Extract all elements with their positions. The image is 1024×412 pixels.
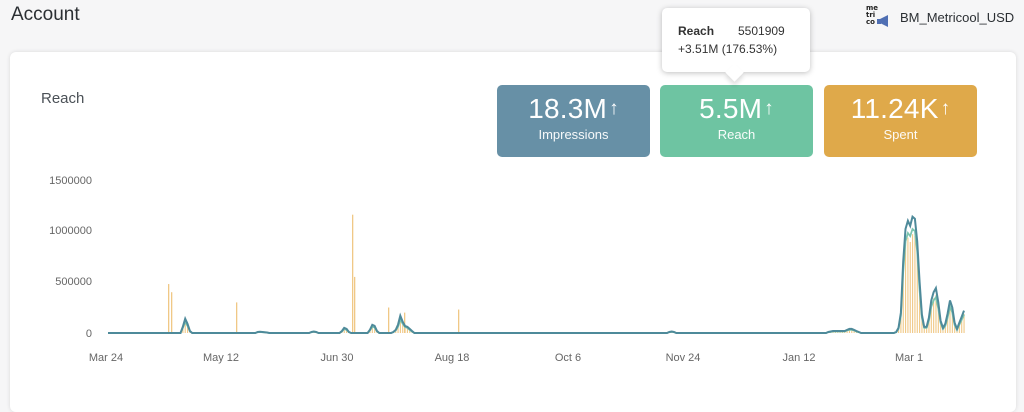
- x-tick-label: Nov 24: [666, 352, 701, 364]
- bar: [458, 310, 459, 333]
- reach-chart[interactable]: 1500000 1000000 500000 0 Mar 24 May 12 Jun 30 A…: [0, 0, 1024, 401]
- x-tick-label: Mar 24: [89, 352, 123, 364]
- bar: [388, 308, 389, 334]
- bar: [236, 302, 237, 333]
- bar: [354, 277, 355, 333]
- y-tick-label: 500000: [55, 276, 92, 288]
- bar: [907, 238, 908, 333]
- y-tick-label: 1000000: [49, 225, 92, 237]
- y-tick-label: 0: [86, 328, 92, 340]
- x-tick-label: Oct 6: [555, 352, 581, 364]
- bar: [910, 242, 911, 333]
- bar: [352, 215, 353, 333]
- bar: [171, 292, 172, 333]
- y-tick-label: 1500000: [49, 175, 92, 187]
- x-tick-label: Jan 12: [782, 352, 815, 364]
- x-tick-label: May 12: [203, 352, 239, 364]
- x-tick-label: Aug 18: [435, 352, 470, 364]
- bar: [912, 234, 913, 333]
- bar: [914, 236, 915, 333]
- bar: [905, 245, 906, 333]
- x-tick-label: Mar 1: [895, 352, 923, 364]
- bar: [168, 284, 169, 333]
- x-tick-label: Jun 30: [320, 352, 353, 364]
